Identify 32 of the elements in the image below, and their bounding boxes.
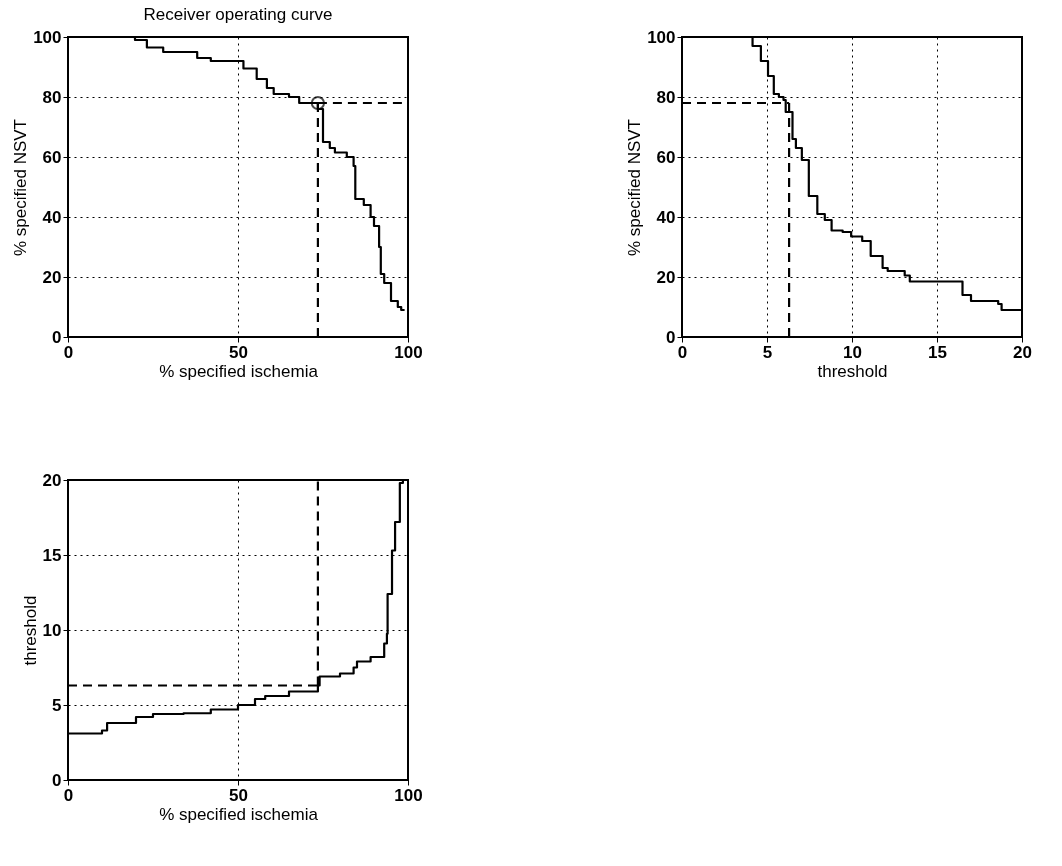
y-tick-label: 40 bbox=[42, 207, 62, 227]
y-tick-label: 0 bbox=[666, 327, 676, 347]
x-axis-title: % specified ischemia bbox=[159, 804, 319, 824]
y-tick-label: 100 bbox=[33, 27, 62, 47]
y-tick-label: 0 bbox=[52, 327, 62, 347]
y-tick-label: 5 bbox=[52, 695, 62, 715]
x-tick-label: 50 bbox=[229, 785, 248, 805]
x-tick-label: 15 bbox=[928, 342, 947, 362]
y-axis-title: % specified NSVT bbox=[625, 119, 645, 256]
x-tick-label: 10 bbox=[843, 342, 862, 362]
y-axis-title: threshold bbox=[20, 595, 40, 666]
x-tick-label: 100 bbox=[394, 342, 423, 362]
y-tick-label: 80 bbox=[656, 87, 676, 107]
y-tick-label: 20 bbox=[42, 470, 62, 490]
y-tick-label: 20 bbox=[656, 267, 676, 287]
y-tick-label: 60 bbox=[656, 147, 676, 167]
x-axis-title: % specified ischemia bbox=[159, 361, 319, 381]
y-tick-label: 20 bbox=[42, 267, 62, 287]
x-tick-label: 100 bbox=[394, 785, 423, 805]
y-tick-label: 80 bbox=[42, 87, 62, 107]
y-tick-label: 60 bbox=[42, 147, 62, 167]
y-axis-title: % specified NSVT bbox=[11, 119, 31, 256]
chart-title: Receiver operating curve bbox=[143, 5, 333, 24]
x-tick-label: 50 bbox=[229, 342, 248, 362]
y-tick-label: 15 bbox=[42, 545, 62, 565]
y-tick-label: 40 bbox=[656, 207, 676, 227]
y-tick-label: 10 bbox=[42, 620, 62, 640]
x-tick-label: 20 bbox=[1013, 342, 1032, 362]
x-tick-label: 5 bbox=[762, 342, 773, 362]
x-axis-title: threshold bbox=[817, 361, 888, 381]
y-tick-label: 0 bbox=[52, 770, 62, 790]
y-tick-label: 100 bbox=[647, 27, 676, 47]
